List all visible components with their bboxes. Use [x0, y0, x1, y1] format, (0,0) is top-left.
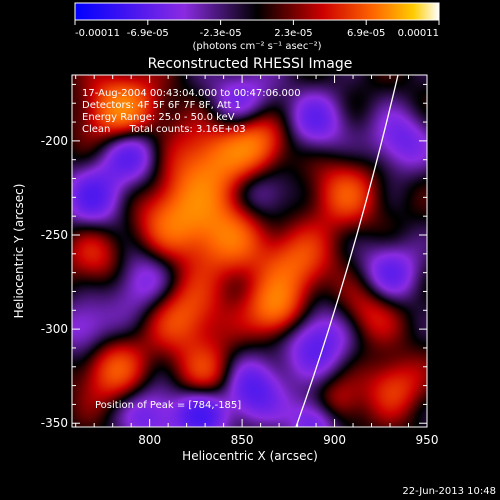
y-tick-label: -350 [41, 416, 68, 430]
heatmap-image [72, 75, 427, 427]
colorbar-tick-label: 2.3e-05 [274, 28, 312, 39]
y-tick-label: -200 [41, 134, 68, 148]
annotation-time-range: 17-Aug-2004 00:43:04.000 to 00:47:06.000 [82, 88, 301, 99]
x-axis-label: Heliocentric X (arcsec) [182, 449, 318, 463]
colorbar-tick-label: -2.3e-05 [200, 28, 242, 39]
annotation-energy-range: Energy Range: 25.0 - 50.0 keV [82, 112, 235, 123]
y-tick-label: -300 [41, 322, 68, 336]
colorbar-units: (photons cm⁻² s⁻¹ asec⁻²) [192, 41, 321, 52]
chart-title: Reconstructed RHESSI Image [148, 56, 353, 72]
x-tick-label: 850 [231, 433, 254, 447]
annotation-peak-position: Position of Peak = [784,-185] [95, 400, 241, 411]
footer-timestamp: 22-Jun-2013 10:48 [402, 486, 496, 497]
colorbar-ticks: -0.00011 -6.9e-05 -2.3e-05 2.3e-05 6.9e-05 0.… [74, 20, 440, 39]
y-axis-label: Heliocentric Y (arcsec) [12, 184, 26, 319]
colorbar [74, 2, 440, 21]
annotation-detectors: Detectors: 4F 5F 6F 7F 8F, Att 1 [82, 100, 241, 111]
colorbar-tick-label: 6.9e-05 [347, 28, 385, 39]
y-tick-label: -250 [41, 228, 68, 242]
colorbar-tick-label: -0.00011 [75, 28, 120, 39]
x-tick-label: 900 [323, 433, 346, 447]
x-tick-label: 800 [138, 433, 161, 447]
solar-limb-line [295, 75, 399, 427]
annotation-clean-counts: Clean Total counts: 3.16E+03 [82, 124, 246, 135]
plot-frame [71, 74, 428, 428]
x-tick-label: 950 [416, 433, 439, 447]
colorbar-tick-label: 0.00011 [398, 28, 439, 39]
colorbar-tick-label: -6.9e-05 [127, 28, 169, 39]
axis-ticks: 800 850 900 950 -200 -250 -300 -350 [41, 75, 439, 447]
